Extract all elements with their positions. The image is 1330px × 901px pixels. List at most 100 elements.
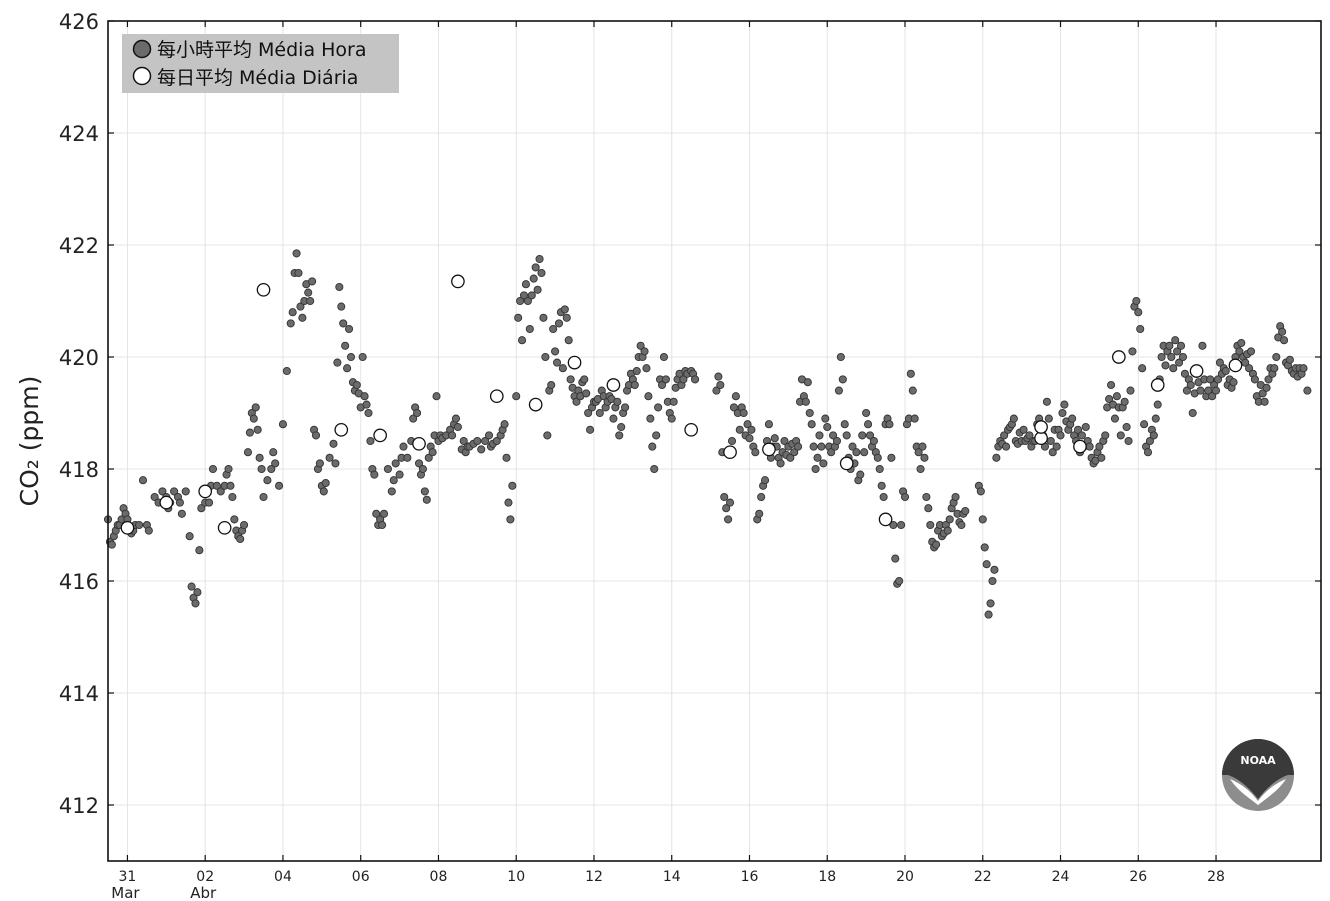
hourly-point — [821, 414, 830, 423]
x-month-label: Mar — [111, 884, 140, 901]
hourly-point — [197, 504, 206, 513]
daily-point — [567, 355, 582, 370]
hourly-point — [552, 358, 562, 367]
hourly-point — [1151, 414, 1160, 423]
daily-point — [198, 484, 213, 499]
hourly-point — [362, 400, 371, 409]
hourly-point — [764, 420, 773, 429]
daily-point — [373, 428, 387, 443]
hourly-point — [1112, 392, 1121, 401]
hourly-point — [864, 420, 873, 429]
hourly-point — [990, 565, 999, 574]
hourly-point — [580, 375, 589, 384]
hourly-point — [1285, 355, 1294, 364]
x-tick-label: 02 — [196, 869, 214, 885]
daily-point — [451, 274, 465, 289]
hourly-point — [829, 431, 838, 440]
hourly-point — [1134, 308, 1143, 317]
hourly-point — [298, 313, 307, 322]
y-axis-ticks: 412 414 416 418 420 422 424 426 — [59, 10, 1321, 818]
hourly-point — [224, 464, 233, 474]
hourly-point — [747, 425, 756, 434]
hourly-point — [175, 498, 184, 507]
hourly-point — [1107, 380, 1116, 390]
hourly-point — [304, 288, 313, 297]
hourly-point — [1122, 422, 1131, 432]
x-tick-label: 18 — [818, 869, 836, 885]
legend-hourly-label: 每小時平均 Média Hora — [157, 39, 367, 61]
legend-daily-marker — [132, 66, 152, 86]
hourly-point — [1250, 375, 1259, 384]
daily-point — [1189, 364, 1204, 378]
hourly-point — [107, 540, 116, 549]
hourly-point — [613, 397, 622, 406]
hourly-point — [650, 464, 659, 474]
hourly-point — [518, 336, 527, 345]
hourly-point — [646, 414, 655, 423]
hourly-point — [875, 464, 884, 474]
hourly-point — [895, 576, 904, 586]
x-tick-label: 26 — [1129, 869, 1147, 885]
hourly-point — [566, 375, 575, 384]
hourly-point — [654, 403, 663, 412]
hourly-point — [448, 431, 457, 440]
hourly-point — [755, 509, 764, 518]
hourly-point — [716, 380, 725, 390]
hourly-point — [249, 414, 258, 423]
hourly-point — [1272, 352, 1281, 362]
hourly-point — [838, 375, 847, 384]
hourly-point — [1000, 431, 1009, 440]
hourly-point — [278, 420, 288, 429]
hourly-point — [492, 436, 501, 446]
hourly-point — [523, 296, 532, 306]
hourly-point — [735, 425, 744, 434]
hourly-point — [922, 492, 931, 502]
hourly-point — [1299, 364, 1308, 373]
legend-daily-label: 每日平均 Média Diária — [157, 67, 358, 89]
hourly-point — [691, 375, 700, 384]
hourly-point — [879, 492, 888, 502]
hourly-point — [1060, 400, 1069, 409]
hourly-point — [1258, 389, 1267, 398]
daily-point — [1111, 350, 1126, 364]
hourly-point — [815, 431, 824, 440]
hourly-point — [908, 386, 917, 395]
hourly-point — [554, 319, 564, 328]
hourly-point — [473, 436, 482, 446]
hourly-point — [344, 324, 354, 334]
hourly-point — [251, 403, 260, 412]
hourly-point — [1182, 386, 1191, 395]
hourly-point — [512, 392, 521, 401]
hourly-point — [158, 487, 167, 496]
hourly-point — [722, 504, 731, 513]
legend-box — [122, 34, 399, 93]
hourly-point — [1009, 414, 1018, 423]
hourly-point — [1303, 386, 1312, 395]
hourly-point — [379, 509, 389, 518]
hourly-point — [329, 439, 338, 448]
hourly-point — [1211, 386, 1221, 395]
daily-point — [256, 282, 271, 297]
hourly-point — [144, 526, 153, 535]
hourly-point — [549, 324, 558, 334]
hourly-point — [1260, 397, 1269, 406]
hourly-point — [1171, 336, 1180, 345]
gridlines — [108, 21, 1321, 861]
hourly-point — [341, 341, 350, 350]
hourly-point — [275, 481, 284, 490]
hourly-point — [366, 436, 375, 446]
hourly-point — [508, 481, 517, 490]
hourly-point — [1204, 386, 1213, 395]
x-tick-label: 12 — [585, 869, 603, 885]
hourly-point — [1056, 431, 1065, 440]
hourly-point — [1002, 442, 1011, 451]
hourly-point — [584, 408, 593, 418]
hourly-point — [992, 453, 1001, 462]
daily-point — [217, 520, 232, 535]
hourly-point — [617, 422, 626, 432]
daily-point — [684, 422, 699, 437]
hourly-point — [1046, 436, 1055, 446]
hourly-point — [659, 352, 669, 362]
hourly-point — [586, 425, 595, 434]
hourly-point — [1245, 364, 1254, 373]
